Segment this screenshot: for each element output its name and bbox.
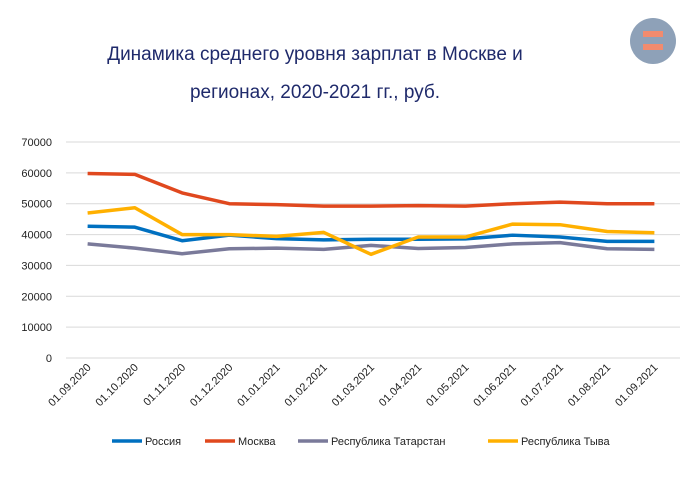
legend-label: Россия — [145, 436, 181, 448]
legend-label: Республика Татарстан — [331, 436, 446, 448]
y-tick-label: 20000 — [21, 291, 52, 303]
legend-label: Москва — [238, 436, 276, 448]
x-tick-label: 01.05.2021 — [424, 362, 471, 409]
y-tick-label: 60000 — [21, 168, 52, 180]
y-tick-label: 70000 — [21, 137, 52, 149]
x-tick-label: 01.10.2020 — [94, 362, 141, 409]
series-line-1 — [87, 171, 655, 208]
title-line-1: Динамика среднего уровня зарплат в Москв… — [107, 44, 523, 65]
y-tick-label: 0 — [46, 353, 52, 365]
x-tick-label: 01.11.2020 — [141, 362, 188, 409]
x-tick-label: 01.03.2021 — [330, 362, 377, 409]
x-tick-label: 01.07.2021 — [519, 362, 566, 409]
x-tick-label: 01.08.2021 — [566, 362, 613, 409]
x-tick-label: 01.02.2021 — [282, 362, 329, 409]
x-tick-label: 01.09.2020 — [46, 362, 93, 409]
y-tick-label: 30000 — [21, 260, 52, 272]
y-tick-label: 50000 — [21, 199, 52, 211]
x-tick-label: 01.12.2020 — [188, 362, 235, 409]
y-tick-label: 10000 — [21, 322, 52, 334]
x-tick-label: 01.01.2021 — [235, 362, 282, 409]
series-line-2 — [87, 240, 655, 256]
equals-sign-icon — [630, 18, 676, 64]
series-line-0 — [87, 224, 655, 244]
y-tick-label: 40000 — [21, 230, 52, 242]
x-tick-label: 01.09.2021 — [613, 362, 660, 409]
title-line-2: регионах, 2020-2021 гг., руб. — [189, 82, 441, 103]
x-tick-label: 01.06.2021 — [471, 362, 518, 409]
legend-label: Республика Тыва — [521, 436, 611, 448]
chart-title: Динамика среднего уровня зарплат в Москв… — [0, 36, 630, 112]
series-line-3 — [87, 205, 655, 257]
x-tick-label: 01.04.2021 — [377, 362, 424, 409]
